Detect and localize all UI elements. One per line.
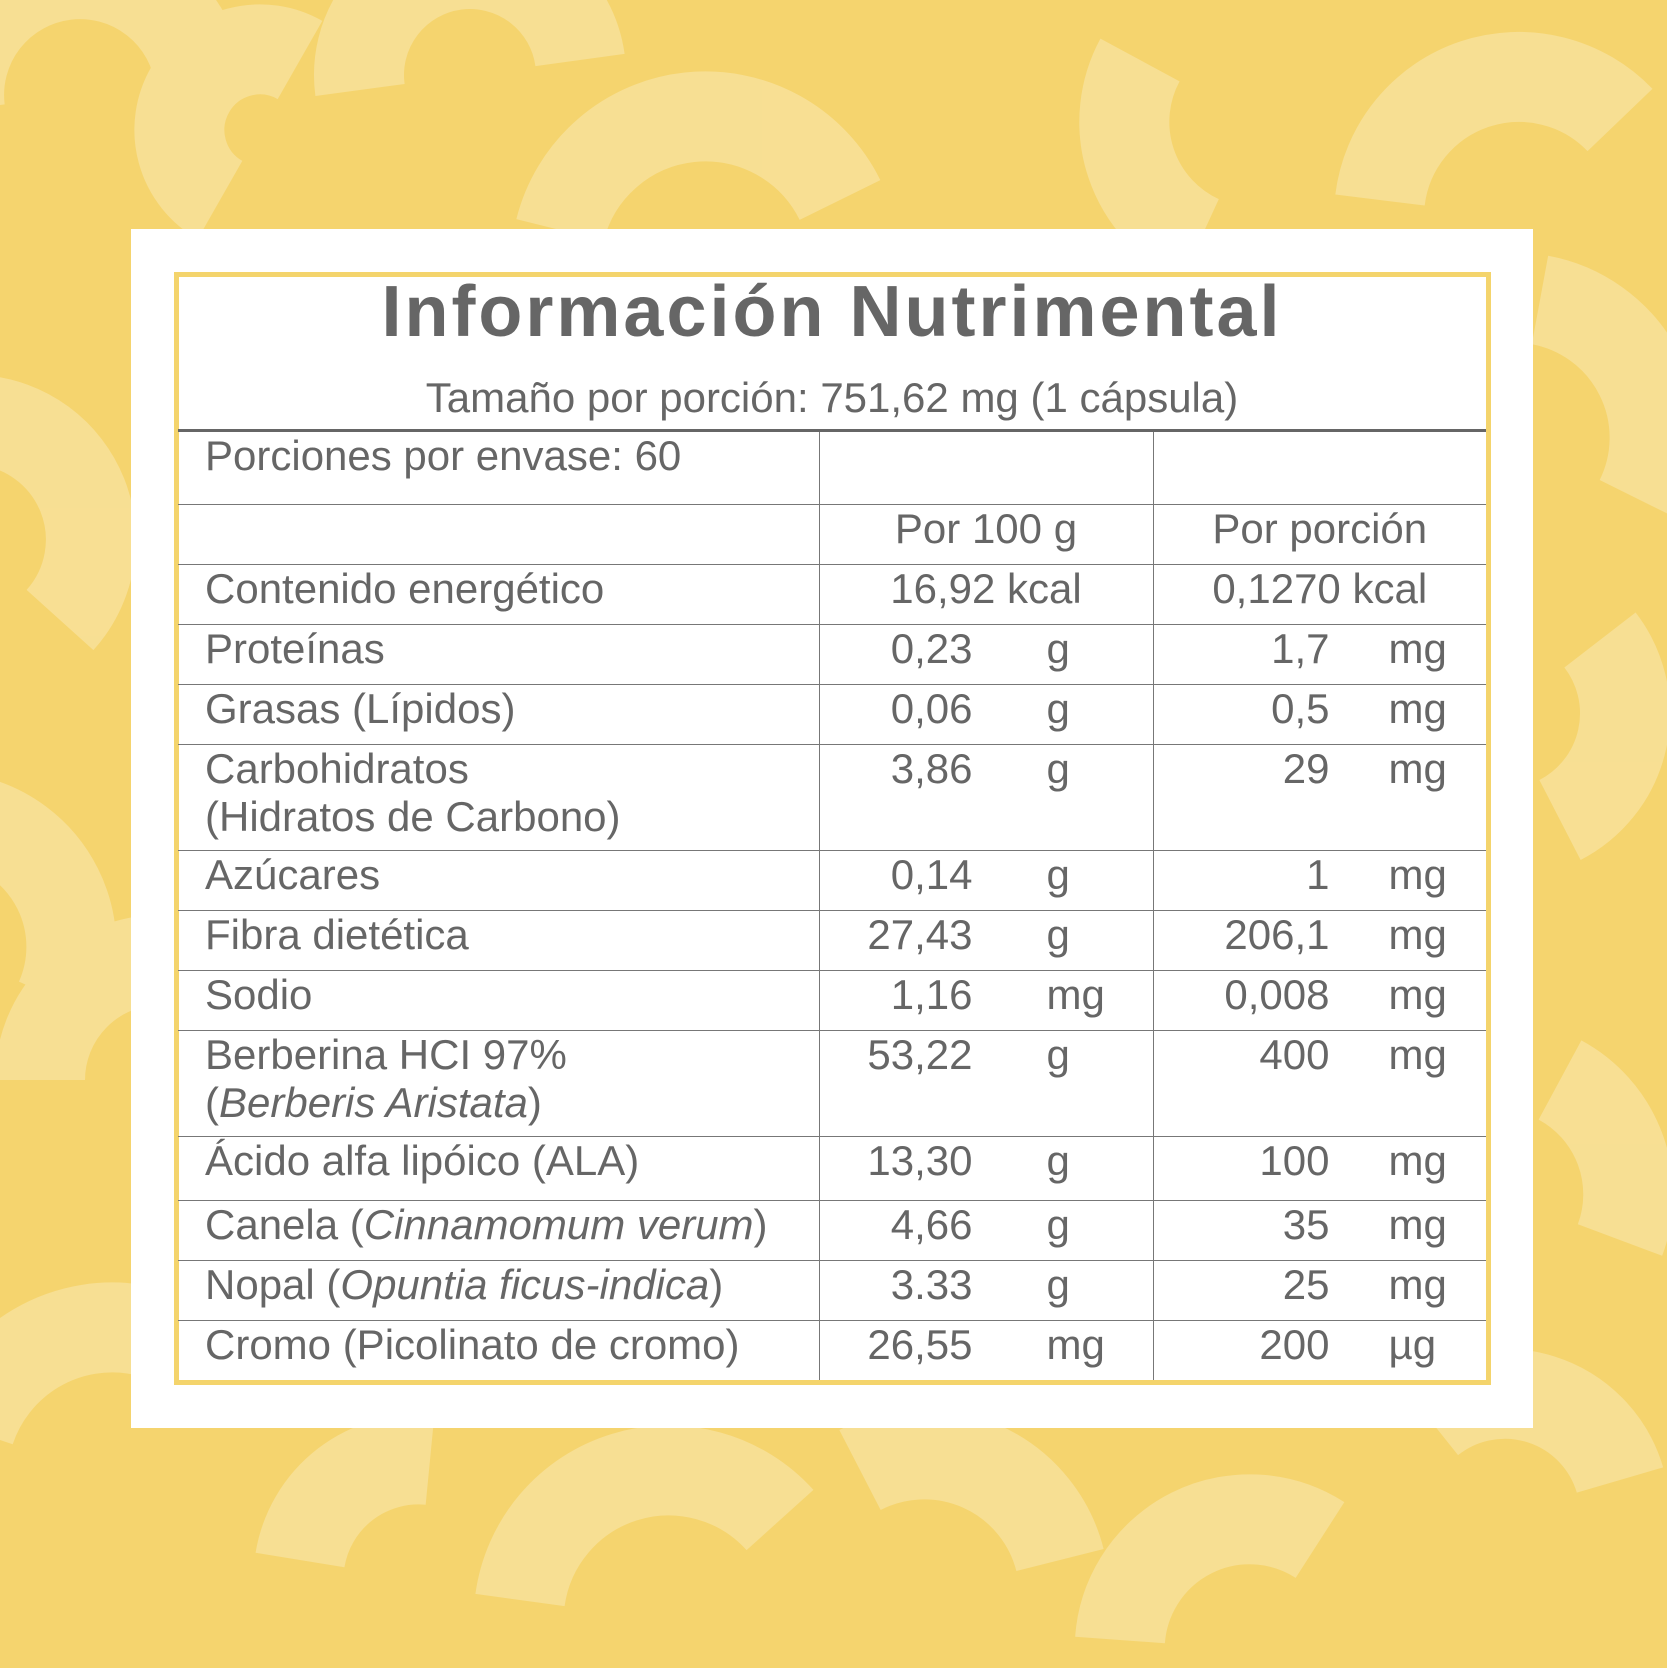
- servings-per-container: Porciones por envase: 60: [178, 432, 820, 505]
- nutrient-name: Azúcares: [178, 850, 820, 911]
- column-header-per-100g: Por 100 g: [819, 504, 1154, 565]
- value-per-100g: 0,06: [890, 684, 973, 732]
- table-row: Proteínas 0,23 g 1,7 mg: [178, 624, 1486, 685]
- value-per-serving: 200: [1259, 1320, 1330, 1368]
- value-per-100g: 53,22: [867, 1030, 973, 1078]
- column-header-per-serving: Por porción: [1153, 504, 1486, 565]
- unit-per-100g: mg: [1046, 1320, 1105, 1368]
- value-per-100g: 16,92 kcal: [819, 564, 1154, 625]
- unit-per-100g: g: [1046, 910, 1070, 958]
- table-row: Porciones por envase: 60: [178, 432, 1486, 505]
- table-row: Berberina HCI 97% (Berberis Aristata) 53,…: [178, 1030, 1486, 1137]
- value-per-serving: 1,7: [1271, 624, 1330, 672]
- unit-per-serving: mg: [1388, 684, 1447, 732]
- value-per-100g: 4,66: [890, 1200, 973, 1248]
- table-row: Cromo (Picolinato de cromo) 26,55 mg 200 µ…: [178, 1320, 1486, 1380]
- value-per-100g: 26,55: [867, 1320, 973, 1368]
- unit-per-100g: mg: [1046, 970, 1105, 1018]
- value-per-serving: 206,1: [1224, 910, 1330, 958]
- unit-per-100g: g: [1046, 1136, 1070, 1184]
- unit-per-100g: g: [1046, 850, 1070, 898]
- unit-per-100g: g: [1046, 624, 1070, 672]
- value-per-serving: 0,5: [1271, 684, 1330, 732]
- unit-per-100g: g: [1046, 1030, 1070, 1078]
- unit-per-serving: mg: [1388, 1136, 1447, 1184]
- unit-per-serving: mg: [1388, 744, 1447, 792]
- value-per-100g: 3,86: [890, 744, 973, 792]
- serving-size: Tamaño por porción: 751,62 mg (1 cápsula…: [425, 374, 1239, 421]
- table-row: Por 100 g Por porción: [178, 504, 1486, 565]
- unit-per-serving: mg: [1388, 910, 1447, 958]
- table-row: Contenido energético 16,92 kcal 0,1270 k…: [178, 564, 1486, 625]
- unit-per-100g: g: [1046, 744, 1070, 792]
- unit-per-100g: g: [1046, 1260, 1070, 1308]
- unit-per-serving: µg: [1388, 1320, 1437, 1368]
- nutrient-name: Fibra dietética: [178, 910, 820, 971]
- value-per-100g: 13,30: [867, 1136, 973, 1184]
- value-per-100g: 1,16: [890, 970, 973, 1018]
- value-per-serving: 400: [1259, 1030, 1330, 1078]
- unit-per-serving: mg: [1388, 970, 1447, 1018]
- header-divider: [178, 429, 1486, 432]
- value-per-100g: 27,43: [867, 910, 973, 958]
- label-title: Información Nutrimental: [381, 272, 1283, 352]
- nutrient-name: Nopal (Opuntia ficus-indica): [178, 1260, 820, 1321]
- table-row: Nopal (Opuntia ficus-indica) 3.33 g 25 mg: [178, 1260, 1486, 1321]
- unit-per-100g: g: [1046, 684, 1070, 732]
- nutrient-name: Berberina HCI 97% (Berberis Aristata): [178, 1030, 820, 1137]
- table-row: Fibra dietética 27,43 g 206,1 mg: [178, 910, 1486, 971]
- value-per-100g: 0,14: [890, 850, 973, 898]
- unit-per-100g: g: [1046, 1200, 1070, 1248]
- nutrient-name: Contenido energético: [178, 564, 820, 625]
- unit-per-serving: mg: [1388, 624, 1447, 672]
- nutrient-name: Canela (Cinnamomum verum): [178, 1200, 820, 1261]
- value-per-serving: 0,1270 kcal: [1153, 564, 1486, 625]
- nutrient-name: Grasas (Lípidos): [178, 684, 820, 745]
- table-row: Carbohidratos (Hidratos de Carbono) 3,86 g…: [178, 744, 1486, 851]
- table-row: Canela (Cinnamomum verum) 4,66 g 35 mg: [178, 1200, 1486, 1261]
- value-per-100g: 0,23: [890, 624, 973, 672]
- nutrient-name: Proteínas: [178, 624, 820, 685]
- unit-per-serving: mg: [1388, 1260, 1447, 1308]
- nutrition-card: Información Nutrimental Tamaño por porci…: [131, 229, 1533, 1428]
- nutrient-name: Sodio: [178, 970, 820, 1031]
- nutrient-name: Ácido alfa lipóico (ALA): [178, 1136, 820, 1201]
- table-row: Grasas (Lípidos) 0,06 g 0,5 mg: [178, 684, 1486, 745]
- unit-per-serving: mg: [1388, 850, 1447, 898]
- nutrition-label-frame: [174, 272, 1491, 1385]
- nutrition-table: Porciones por envase: 60 Por 100 g Por p…: [178, 432, 1486, 1380]
- nutrient-name: Cromo (Picolinato de cromo): [178, 1320, 820, 1380]
- value-per-100g: 3.33: [890, 1260, 973, 1308]
- value-per-serving: 25: [1282, 1260, 1330, 1308]
- nutrient-name: Carbohidratos (Hidratos de Carbono): [178, 744, 820, 851]
- value-per-serving: 35: [1282, 1200, 1330, 1248]
- value-per-serving: 100: [1259, 1136, 1330, 1184]
- table-row: Azúcares 0,14 g 1 mg: [178, 850, 1486, 911]
- table-row: Ácido alfa lipóico (ALA) 13,30 g 100 mg: [178, 1136, 1486, 1201]
- value-per-serving: 29: [1282, 744, 1330, 792]
- value-per-serving: 1: [1306, 850, 1330, 898]
- unit-per-serving: mg: [1388, 1030, 1447, 1078]
- unit-per-serving: mg: [1388, 1200, 1447, 1248]
- table-row: Sodio 1,16 mg 0,008 mg: [178, 970, 1486, 1031]
- value-per-serving: 0,008: [1224, 970, 1330, 1018]
